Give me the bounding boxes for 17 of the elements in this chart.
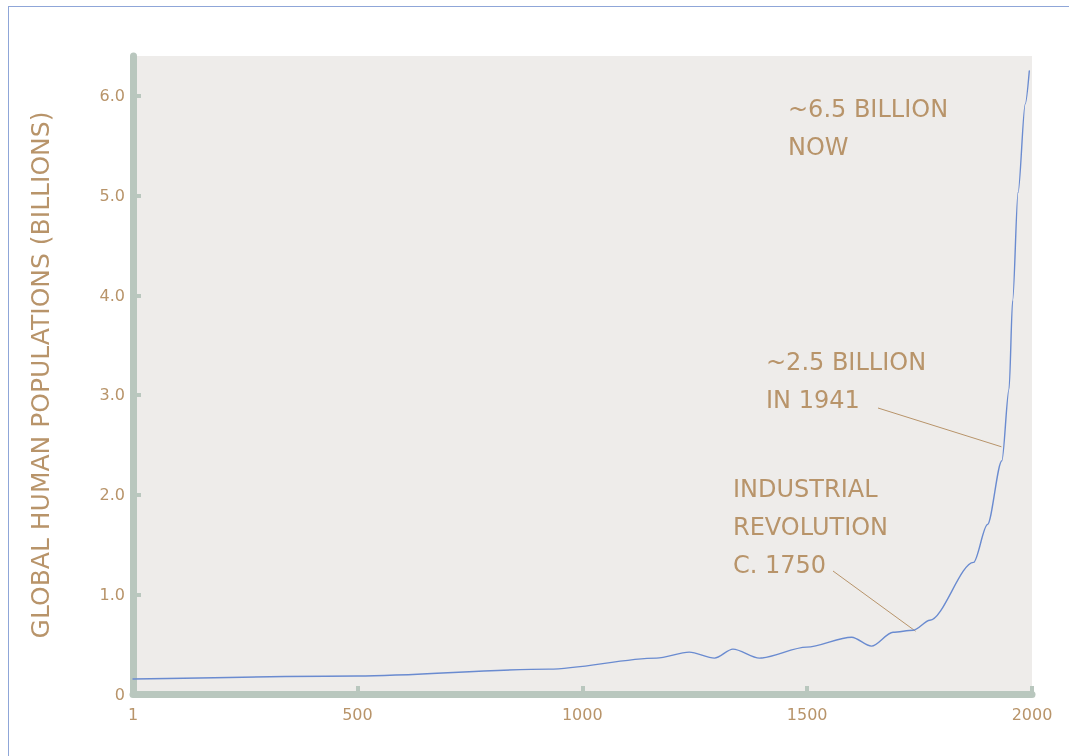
- y-tick-label: 1.0: [99, 584, 125, 604]
- annotation: ~2.5 BILLION IN 1941: [766, 348, 934, 414]
- annotation: INDUSTRIAL REVOLUTION C. 1750: [733, 475, 896, 579]
- y-axis-title: GLOBAL HUMAN POPULATIONS (BILLIONS): [26, 111, 55, 639]
- y-tick-label: 5.0: [99, 186, 125, 206]
- x-tick-label: 2000: [1011, 704, 1053, 724]
- y-tick-label: 6.0: [99, 86, 125, 106]
- y-tick-label: 4.0: [99, 285, 125, 305]
- y-tick-label: 0: [114, 684, 125, 704]
- y-tick-label: 2.0: [99, 485, 125, 505]
- line-series: [132, 70, 1030, 680]
- annotation: ~6.5 BILLION NOW: [788, 95, 956, 161]
- x-tick-label: 1000: [561, 704, 603, 724]
- x-tick-label: 1: [127, 704, 139, 724]
- y-tick-label: 3.0: [99, 385, 125, 405]
- x-tick-label: 1500: [786, 704, 828, 724]
- x-tick-label: 500: [342, 704, 373, 724]
